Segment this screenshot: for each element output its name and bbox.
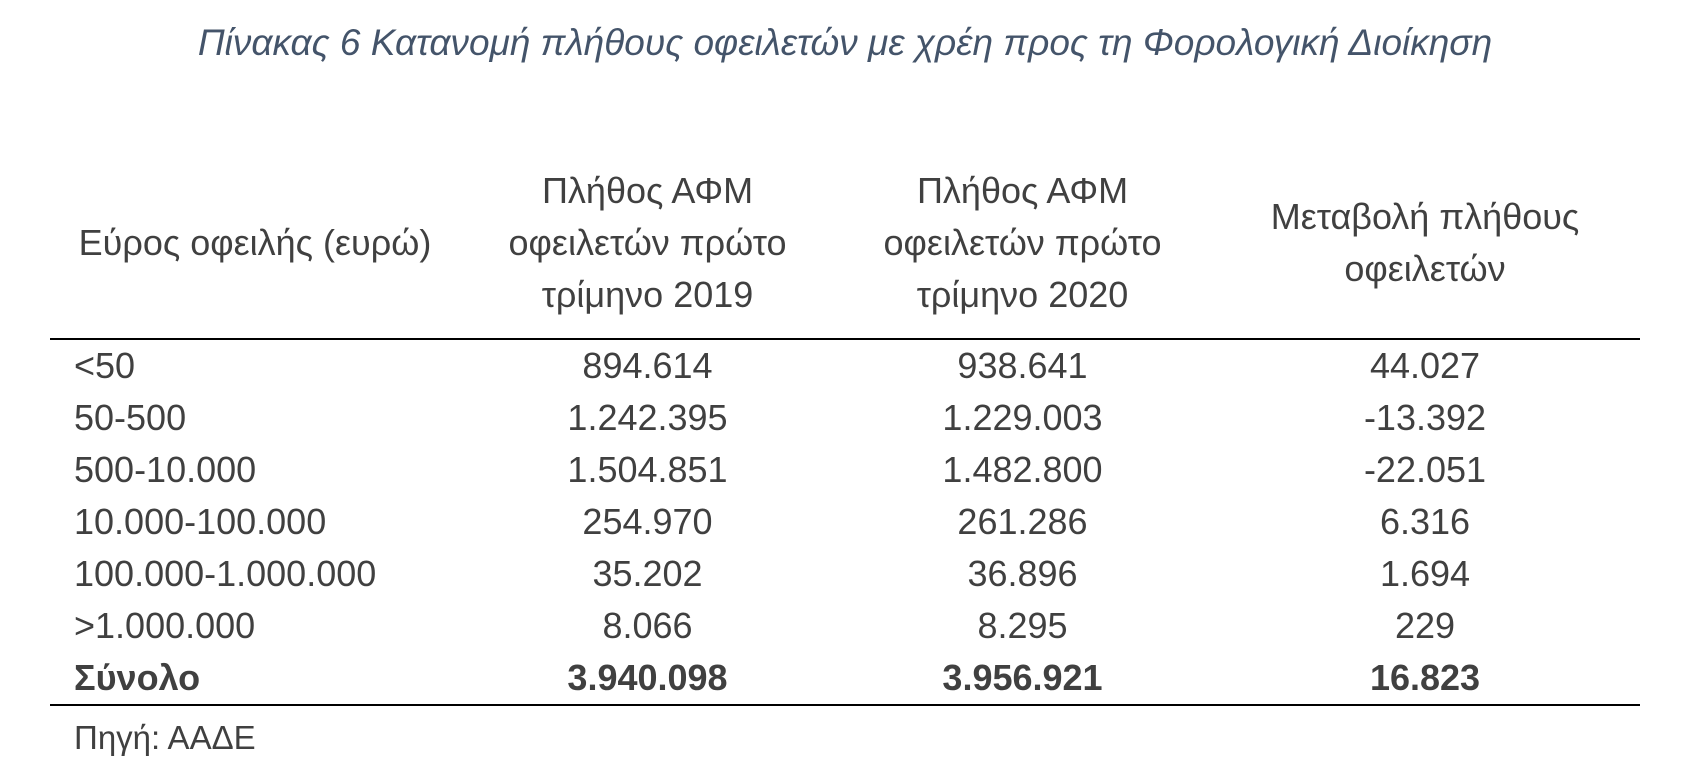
- cell-2020: 8.295: [977, 605, 1068, 646]
- cell-range: 50-500: [74, 397, 187, 438]
- cell-range: >1.000.000: [74, 605, 256, 646]
- cell-2019: 35.202: [592, 553, 703, 594]
- cell-2019: 894.614: [582, 345, 713, 386]
- cell-change: 229: [1394, 605, 1456, 646]
- cell-change: 1.694: [1379, 553, 1471, 594]
- total-2019: 3.940.098: [460, 652, 835, 706]
- header-count-2019: Πλήθος ΑΦΜ οφειλετών πρώτο τρίμηνο 2019: [460, 150, 835, 340]
- header-change: Μεταβολή πλήθους οφειλετών: [1210, 150, 1640, 340]
- total-label: Σύνολο: [50, 652, 460, 706]
- total-change: 16.823: [1210, 652, 1640, 706]
- table-row: 10.000-100.000 254.970 261.286 6.316: [50, 496, 1640, 548]
- cell-2020: 938.641: [957, 345, 1088, 386]
- cell-2019: 1.504.851: [567, 449, 728, 490]
- source-note: Πηγή: ΑΑΔΕ: [74, 719, 256, 756]
- cell-range: 500-10.000: [74, 449, 257, 490]
- cell-change: 44.027: [1369, 345, 1481, 386]
- total-2020: 3.956.921: [835, 652, 1210, 706]
- cell-change: -22.051: [1363, 449, 1487, 490]
- total-row: Σύνολο 3.940.098 3.956.921 16.823: [50, 652, 1640, 706]
- table-row: <50 894.614 938.641 44.027: [50, 339, 1640, 392]
- cell-range: <50: [74, 345, 136, 386]
- cell-range: 100.000-1.000.000: [74, 553, 377, 594]
- cell-2019: 254.970: [582, 501, 713, 542]
- cell-change: -13.392: [1363, 397, 1487, 438]
- header-row: Εύρος οφειλής (ευρώ) Πλήθος ΑΦΜ οφειλετώ…: [50, 150, 1640, 340]
- cell-range: 10.000-100.000: [74, 501, 327, 542]
- cell-2020: 261.286: [957, 501, 1088, 542]
- table-header: Εύρος οφειλής (ευρώ) Πλήθος ΑΦΜ οφειλετώ…: [50, 150, 1640, 340]
- table-row: 500-10.000 1.504.851 1.482.800 -22.051: [50, 444, 1640, 496]
- cell-2020: 1.482.800: [942, 449, 1103, 490]
- cell-2020: 36.896: [967, 553, 1078, 594]
- table-row: >1.000.000 8.066 8.295 229: [50, 600, 1640, 652]
- table-caption: Πίνακας 6 Κατανομή πλήθους οφειλετών με …: [197, 22, 1493, 63]
- debtors-table: Εύρος οφειλής (ευρώ) Πλήθος ΑΦΜ οφειλετώ…: [50, 150, 1640, 706]
- table-row: 100.000-1.000.000 35.202 36.896 1.694: [50, 548, 1640, 600]
- cell-2020: 1.229.003: [942, 397, 1103, 438]
- cell-2019: 8.066: [602, 605, 693, 646]
- cell-change: 6.316: [1379, 501, 1471, 542]
- table-row: 50-500 1.242.395 1.229.003 -13.392: [50, 392, 1640, 444]
- cell-2019: 1.242.395: [567, 397, 728, 438]
- header-count-2020: Πλήθος ΑΦΜ οφειλετών πρώτο τρίμηνο 2020: [835, 150, 1210, 340]
- table-body: <50 894.614 938.641 44.027 50-500 1.242.…: [50, 339, 1640, 706]
- header-debt-range: Εύρος οφειλής (ευρώ): [50, 150, 460, 340]
- debtors-table-container: Εύρος οφειλής (ευρώ) Πλήθος ΑΦΜ οφειλετώ…: [50, 150, 1640, 706]
